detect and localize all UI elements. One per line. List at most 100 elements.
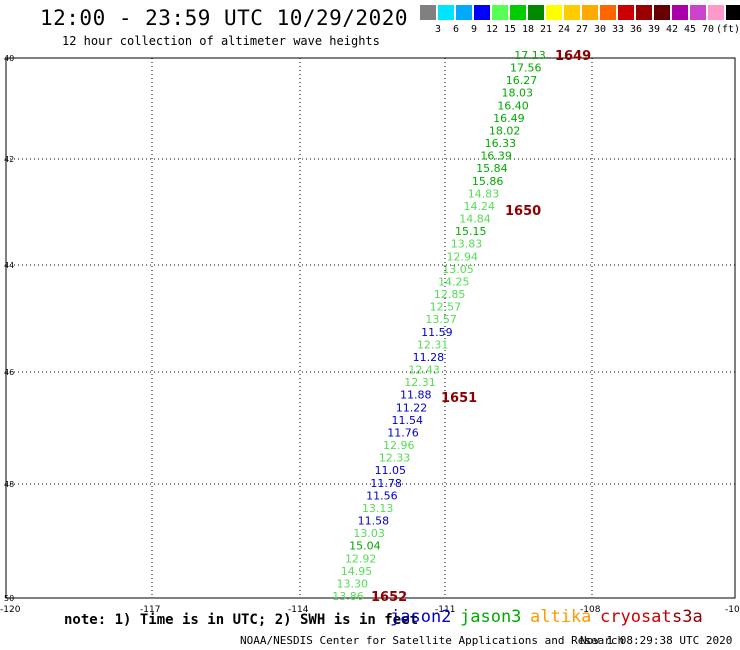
- credit-text: NOAA/NESDIS Center for Satellite Applica…: [240, 634, 625, 647]
- legend-label: 45: [683, 24, 697, 35]
- wave-height-label: 11.56: [366, 489, 398, 502]
- time-mark-label: 1650: [505, 204, 541, 219]
- wave-height-label: 12.31: [417, 338, 449, 351]
- time-mark-label: 1652: [371, 590, 407, 605]
- satellite-label-jason2: jason2: [390, 607, 452, 627]
- wave-height-label: 12.96: [383, 439, 415, 452]
- wave-height-label: 13.86: [332, 590, 364, 603]
- legend-swatch: [690, 5, 706, 20]
- wave-height-label: 18.02: [489, 124, 521, 137]
- map-subtitle: 12 hour collection of altimeter wave hei…: [62, 34, 380, 48]
- legend-label: 70: [701, 24, 715, 35]
- wave-height-label: 16.27: [506, 74, 538, 87]
- wave-height-label: 14.95: [341, 565, 373, 578]
- wave-height-label: 11.54: [392, 414, 424, 427]
- legend-label: 21: [539, 24, 553, 35]
- generated-timestamp: Nov 1 08:29:38 UTC 2020: [580, 634, 733, 647]
- wave-height-label: 17.13: [514, 49, 546, 62]
- wave-height-label: 15.84: [476, 162, 508, 175]
- wave-height-label: 12.33: [379, 452, 411, 465]
- wave-height-label: 11.22: [396, 401, 428, 414]
- wave-height-label: 12.43: [408, 364, 440, 377]
- legend-label: 9: [470, 24, 478, 35]
- map-frame: [5, 57, 736, 599]
- legend-swatch: [582, 5, 598, 20]
- footer-note: note: 1) Time is in UTC; 2) SWH is in fe…: [64, 612, 419, 628]
- legend-swatch: [474, 5, 490, 20]
- legend-swatch: [438, 5, 454, 20]
- y-tick-label: 50: [4, 594, 14, 603]
- wave-height-label: 11.58: [358, 515, 390, 528]
- legend-label: 27: [575, 24, 589, 35]
- wave-height-label: 16.39: [480, 150, 512, 163]
- legend-label: 39: [647, 24, 661, 35]
- y-tick-label: 42: [4, 155, 14, 164]
- wave-height-label: 14.24: [463, 200, 495, 213]
- legend-label: 30: [593, 24, 607, 35]
- x-tick-label: -111: [435, 605, 455, 615]
- wave-height-label: 13.83: [451, 238, 483, 251]
- legend-swatch: [492, 5, 508, 20]
- wave-height-label: 12.57: [430, 301, 462, 314]
- legend-swatch: [708, 5, 724, 20]
- legend-label: 12: [485, 24, 499, 35]
- wave-height-label: 12.85: [434, 288, 466, 301]
- wave-height-label: 16.49: [493, 112, 525, 125]
- legend-swatch: [654, 5, 670, 20]
- wave-height-label: 11.59: [421, 326, 453, 339]
- wave-height-label: 15.86: [472, 175, 504, 188]
- legend-label: (ft): [716, 24, 740, 35]
- legend-label: 15: [503, 24, 517, 35]
- wave-height-label: 11.76: [387, 426, 419, 439]
- legend-label: 18: [521, 24, 535, 35]
- wave-height-label: 14.83: [468, 187, 500, 200]
- wave-height-label: 11.28: [413, 351, 445, 364]
- satellite-label-s3a: s3a: [672, 607, 703, 627]
- wave-height-label: 15.15: [455, 225, 487, 238]
- y-tick-label: 48: [4, 480, 14, 489]
- legend-swatch: [528, 5, 544, 20]
- wave-height-label: 12.92: [345, 552, 377, 565]
- y-tick-label: 46: [4, 368, 14, 377]
- wave-height-label: 12.94: [447, 250, 479, 263]
- wave-height-label: 11.05: [375, 464, 407, 477]
- x-tick-label: -114: [288, 605, 309, 615]
- legend-swatch: [456, 5, 472, 20]
- satellite-label-jason3: jason3: [460, 607, 522, 627]
- legend-label: 24: [557, 24, 571, 35]
- legend-label: 6: [452, 24, 460, 35]
- wave-height-label: 11.88: [400, 389, 432, 402]
- wave-height-label: 16.40: [497, 99, 529, 112]
- x-tick-label: -120: [0, 605, 21, 615]
- wave-height-label: 15.04: [349, 540, 381, 553]
- legend-swatch: [618, 5, 634, 20]
- wave-height-label: 13.03: [353, 527, 385, 540]
- legend-swatch: [636, 5, 652, 20]
- legend-swatch: [564, 5, 580, 20]
- wave-height-label: 13.05: [442, 263, 474, 276]
- wave-height-label: 12.31: [404, 376, 436, 389]
- wave-height-label: 16.33: [485, 137, 517, 150]
- legend-swatch: [510, 5, 526, 20]
- legend-swatch: [600, 5, 616, 20]
- satellite-label-cryosat: cryosat: [600, 607, 672, 627]
- y-tick-label: 44: [4, 261, 14, 270]
- satellite-label-altika: altika: [530, 607, 592, 627]
- legend-label: 36: [629, 24, 643, 35]
- legend-swatch: [420, 5, 436, 20]
- time-mark-label: 1651: [441, 391, 477, 406]
- wave-height-label: 13.57: [425, 313, 457, 326]
- wave-height-label: 14.25: [438, 275, 470, 288]
- wave-height-label: 17.56: [510, 62, 542, 75]
- map-title: 12:00 - 23:59 UTC 10/29/2020: [40, 6, 409, 30]
- y-tick-label: 40: [4, 54, 14, 63]
- legend-swatch: [546, 5, 562, 20]
- legend-swatch: [726, 5, 740, 20]
- legend-label: 42: [665, 24, 679, 35]
- legend-label: 33: [611, 24, 625, 35]
- wave-height-label: 13.30: [336, 577, 368, 590]
- x-tick-label: -117: [140, 605, 160, 615]
- time-mark-label: 1649: [555, 49, 591, 64]
- wave-height-label: 11.78: [370, 477, 402, 490]
